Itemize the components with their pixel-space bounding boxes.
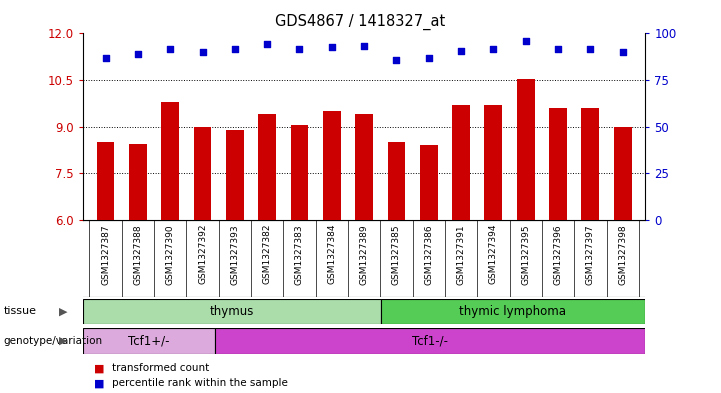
- Point: [585, 46, 596, 52]
- Point: [132, 50, 143, 57]
- Text: GSM1327382: GSM1327382: [262, 224, 272, 285]
- Text: percentile rank within the sample: percentile rank within the sample: [112, 378, 288, 388]
- Point: [520, 38, 531, 44]
- Text: GSM1327395: GSM1327395: [521, 224, 530, 285]
- Point: [293, 46, 305, 52]
- Text: GSM1327383: GSM1327383: [295, 224, 304, 285]
- Text: GSM1327388: GSM1327388: [133, 224, 142, 285]
- Text: ▶: ▶: [59, 307, 68, 316]
- Point: [423, 55, 435, 61]
- Text: GSM1327389: GSM1327389: [360, 224, 368, 285]
- Point: [164, 46, 176, 52]
- Bar: [517, 79, 534, 220]
- Point: [197, 49, 208, 55]
- Text: thymic lymphoma: thymic lymphoma: [459, 305, 567, 318]
- Text: tissue: tissue: [4, 307, 37, 316]
- Bar: [355, 114, 373, 220]
- Text: GSM1327384: GSM1327384: [327, 224, 336, 285]
- Point: [617, 49, 629, 55]
- Bar: [194, 127, 211, 220]
- Text: GSM1327385: GSM1327385: [392, 224, 401, 285]
- Text: GDS4867 / 1418327_at: GDS4867 / 1418327_at: [275, 14, 446, 30]
- Point: [455, 48, 466, 54]
- Text: GSM1327391: GSM1327391: [456, 224, 466, 285]
- Bar: [258, 114, 276, 220]
- Text: GSM1327394: GSM1327394: [489, 224, 498, 285]
- Text: Tcf1+/-: Tcf1+/-: [128, 334, 170, 347]
- Point: [487, 46, 499, 52]
- Text: GSM1327386: GSM1327386: [424, 224, 433, 285]
- Text: GSM1327387: GSM1327387: [101, 224, 110, 285]
- Text: GSM1327390: GSM1327390: [166, 224, 174, 285]
- Point: [358, 43, 370, 49]
- Bar: [388, 142, 405, 220]
- Bar: [83, 328, 216, 354]
- Bar: [216, 328, 645, 354]
- Bar: [291, 125, 309, 220]
- Bar: [226, 130, 244, 220]
- Text: ▶: ▶: [59, 336, 68, 346]
- Text: ■: ■: [94, 378, 105, 388]
- Bar: [129, 144, 147, 220]
- Point: [552, 46, 564, 52]
- Text: GSM1327396: GSM1327396: [554, 224, 562, 285]
- Text: GSM1327393: GSM1327393: [230, 224, 239, 285]
- Bar: [549, 108, 567, 220]
- Bar: [83, 299, 381, 324]
- Bar: [614, 127, 632, 220]
- Bar: [452, 105, 470, 220]
- Text: Tcf1-/-: Tcf1-/-: [412, 334, 448, 347]
- Text: GSM1327392: GSM1327392: [198, 224, 207, 285]
- Point: [391, 57, 402, 63]
- Point: [326, 44, 337, 51]
- Text: transformed count: transformed count: [112, 363, 209, 373]
- Text: thymus: thymus: [210, 305, 254, 318]
- Text: GSM1327398: GSM1327398: [618, 224, 627, 285]
- Point: [99, 55, 111, 61]
- Bar: [485, 105, 503, 220]
- Point: [262, 41, 273, 48]
- Text: ■: ■: [94, 363, 105, 373]
- Text: genotype/variation: genotype/variation: [4, 336, 102, 346]
- Point: [229, 46, 241, 52]
- Bar: [420, 145, 438, 220]
- Bar: [581, 108, 599, 220]
- Bar: [323, 111, 341, 220]
- Bar: [381, 299, 645, 324]
- Bar: [97, 142, 115, 220]
- Bar: [162, 102, 179, 220]
- Text: GSM1327397: GSM1327397: [586, 224, 595, 285]
